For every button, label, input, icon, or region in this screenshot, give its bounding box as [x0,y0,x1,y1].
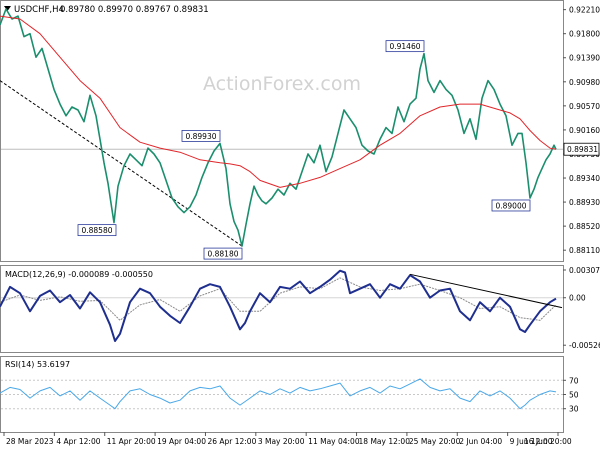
moving-average-series [0,15,557,188]
watermark-text: ActionForex.com [203,73,361,95]
time-tick-label: 19 Apr 04:00 [157,437,206,446]
macd-signal-line [0,277,557,321]
macd-series-group [0,269,563,342]
macd-y-tick-label: 0.00 [569,294,586,303]
macd-y-tick-label: 0.003078 [569,266,600,275]
macd-trendline [409,273,563,309]
current-price-box [563,142,600,156]
price-annotation-box [385,40,425,53]
moving-average-line [0,15,557,188]
time-axis: 28 Mar 2023 4 Apr 12:00 11 Apr 20:00 19 Apr… [3,432,572,446]
price-y-tick-label: 0.92210 [569,6,600,15]
price-y-tick-label: 0.91800 [569,30,600,39]
price-y-tick-label: 0.90160 [569,126,600,135]
price-y-tick-label: 0.90570 [569,102,600,111]
time-tick-label: 3 May 20:00 [258,437,305,446]
time-tick-label: 28 Mar 2023 [6,437,54,446]
time-tick-label: 11 Apr 20:00 [107,437,156,446]
rsi-y-tick-label: 70 [569,376,579,385]
price-annotation-box [77,224,117,237]
time-tick-label: 26 Apr 12:00 [207,437,256,446]
price-dashed-trendline [0,80,243,247]
time-tick-label: 25 May 20:00 [409,437,461,446]
price-y-tick-label: 0.88930 [569,198,600,207]
current-price-marker: 0.89831 [563,142,600,156]
macd-panel-frame [0,265,564,353]
price-ohlc-label: 0.89780 0.89970 0.89767 0.89831 [60,5,209,15]
time-tick-label: 4 Apr 12:00 [56,437,100,446]
macd-title: MACD(12,26,9) -0.000089 -0.000550 [5,270,153,279]
price-annotation-label: 0.89930 [185,132,216,141]
price-y-tick-label: 0.91390 [569,54,600,63]
price-symbol-label: USDCHF,H4 [14,5,64,15]
price-y-tick-label: 0.89340 [569,174,600,183]
rsi-y-tick-label: 50 [569,391,579,400]
price-annotation-label: 0.88180 [207,250,238,259]
price-y-tick-label: 0.88520 [569,222,600,231]
time-tick-label: 9 Jun 12:00 [510,437,553,446]
time-tick-label: 11 May 04:00 [308,437,360,446]
price-annotation-label: 0.91460 [389,42,420,51]
price-annotations: 0.89930 0.91460 0.88580 0.88180 0.89000 [77,40,531,260]
price-series [0,8,557,247]
rsi-title: RSI(14) 53.6197 [5,360,70,369]
price-annotation-box [181,130,221,142]
price-annotation-label: 0.88580 [81,226,112,235]
rsi-series-group [0,378,557,410]
price-annotation-box [203,247,243,260]
price-annotation-label: 0.89000 [495,201,526,210]
rsi-line [0,378,557,410]
time-tick-label: 2 Jun 04:00 [459,437,502,446]
price-trendline [0,80,243,247]
time-tick-label: 18 May 12:00 [359,437,411,446]
macd-y-tick-label: -0.005268 [569,341,600,350]
price-panel-frame [0,0,564,262]
macd-line [0,269,557,342]
triangle-down-icon [4,6,11,11]
price-line [0,8,557,247]
price-axis: 0.92210 0.91800 0.91390 0.90980 0.90570 0.901… [563,6,600,255]
price-y-tick-label: 0.88110 [569,246,600,255]
rsi-y-tick-label: 30 [569,405,579,414]
price-annotation-box [491,199,531,212]
time-tick-label: 16 Jun 20:00 [524,437,572,446]
current-price-label: 0.89831 [567,145,598,154]
rsi-axis: 70 50 30 [1,376,579,414]
price-y-tick-label: 0.90980 [569,78,600,87]
